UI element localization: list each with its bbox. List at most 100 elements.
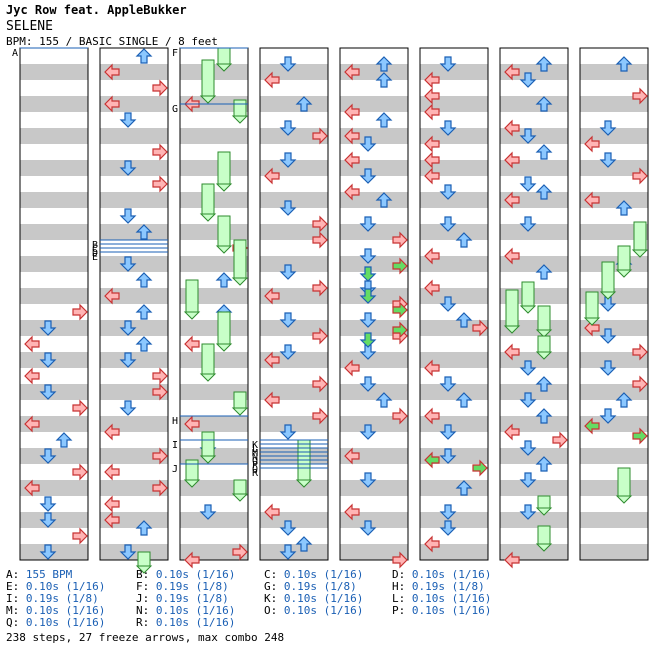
step-arrow	[584, 135, 600, 153]
step-arrow	[135, 304, 153, 320]
freeze-arrow	[199, 431, 217, 464]
legend-entry: C: 0.10s (1/16)	[264, 568, 363, 581]
step-arrow	[39, 384, 57, 400]
step-arrow	[135, 336, 153, 352]
step-arrow	[439, 56, 457, 72]
freeze-tail	[519, 305, 537, 314]
legend-value: 0.19s (1/8)	[283, 580, 357, 593]
freeze-arrow	[215, 215, 233, 254]
step-arrow	[439, 448, 457, 464]
step-arrow	[632, 343, 648, 361]
step-arrow	[519, 128, 537, 144]
step-arrow	[344, 63, 360, 81]
step-arrow	[392, 407, 408, 425]
freeze-arrow	[183, 279, 201, 320]
step-arrow	[104, 63, 120, 81]
step-arrow	[599, 360, 617, 376]
legend-entry: G: 0.19s (1/8)	[264, 580, 357, 593]
step-arrow	[424, 167, 440, 185]
step-arrow	[615, 392, 633, 408]
step-arrow	[535, 56, 553, 72]
freeze-tail	[199, 373, 217, 382]
step-arrow	[359, 520, 377, 536]
legend-entry: F: 0.19s (1/8)	[136, 580, 229, 593]
legend-value: 0.10s (1/16)	[155, 616, 236, 629]
legend-label: N:	[136, 604, 156, 617]
freeze-body	[137, 551, 151, 567]
stripe	[260, 96, 328, 112]
step-arrow	[119, 544, 137, 560]
freeze-body	[617, 245, 631, 271]
stripe	[180, 416, 248, 432]
stripe	[100, 96, 168, 112]
legend-value: 0.10s (1/16)	[411, 592, 492, 605]
step-arrow	[535, 264, 553, 280]
green-arrow	[359, 332, 377, 348]
freeze-tail	[503, 325, 521, 334]
stripe	[340, 384, 408, 400]
stripe	[500, 416, 568, 432]
freeze-arrow	[199, 343, 217, 382]
freeze-arrow	[615, 245, 633, 278]
step-arrow	[455, 480, 473, 496]
freeze-tail	[199, 213, 217, 222]
stripe	[340, 352, 408, 368]
step-arrow	[344, 151, 360, 169]
freeze-arrow	[519, 281, 537, 314]
step-arrow	[39, 544, 57, 560]
stripe	[20, 64, 88, 80]
step-arrow	[312, 215, 328, 233]
step-arrow	[152, 479, 168, 497]
freeze-tail	[535, 329, 553, 338]
legend-label: Q:	[6, 616, 26, 629]
step-arrow	[504, 119, 520, 137]
stripe	[340, 96, 408, 112]
step-arrow	[135, 48, 153, 64]
step-arrow	[424, 407, 440, 425]
stripe	[580, 128, 648, 144]
legend-value: 0.19s (1/8)	[411, 580, 485, 593]
step-arrow	[359, 312, 377, 328]
stripe	[580, 224, 648, 240]
legend-entry: H: 0.19s (1/8)	[392, 580, 485, 593]
stripe	[420, 512, 488, 528]
step-arrow	[119, 320, 137, 336]
stripe	[340, 160, 408, 176]
step-arrow	[504, 191, 520, 209]
freeze-body	[521, 281, 535, 307]
freeze-body	[601, 261, 615, 293]
stripe	[180, 512, 248, 528]
step-arrow	[184, 335, 200, 353]
step-arrow	[424, 135, 440, 153]
stripe	[20, 480, 88, 496]
step-arrow	[504, 551, 520, 569]
timing-marker-label: D	[92, 248, 98, 259]
step-arrow	[312, 407, 328, 425]
stripe	[20, 160, 88, 176]
freeze-tail	[199, 95, 217, 104]
step-arrow	[135, 272, 153, 288]
step-arrow	[455, 232, 473, 248]
legend-value: 0.10s (1/16)	[155, 568, 236, 581]
stripe	[100, 448, 168, 464]
freeze-tail	[183, 479, 201, 488]
stripe	[180, 544, 248, 560]
step-arrow	[359, 248, 377, 264]
freeze-arrow	[199, 183, 217, 222]
legend-entry: E: 0.10s (1/16)	[6, 580, 105, 593]
freeze-tail	[135, 565, 153, 574]
step-arrow	[519, 392, 537, 408]
column-border	[99, 47, 169, 561]
stripe	[260, 256, 328, 272]
stripe	[340, 448, 408, 464]
freeze-arrow	[231, 239, 249, 286]
timing-marker-label: N	[252, 452, 258, 463]
stripe	[100, 416, 168, 432]
step-arrow	[535, 456, 553, 472]
freeze-body	[505, 289, 519, 327]
legend-value: 0.10s (1/16)	[283, 568, 364, 581]
freeze-tail	[231, 115, 249, 124]
stripe	[340, 480, 408, 496]
column-border	[499, 47, 569, 561]
step-arrow	[344, 503, 360, 521]
